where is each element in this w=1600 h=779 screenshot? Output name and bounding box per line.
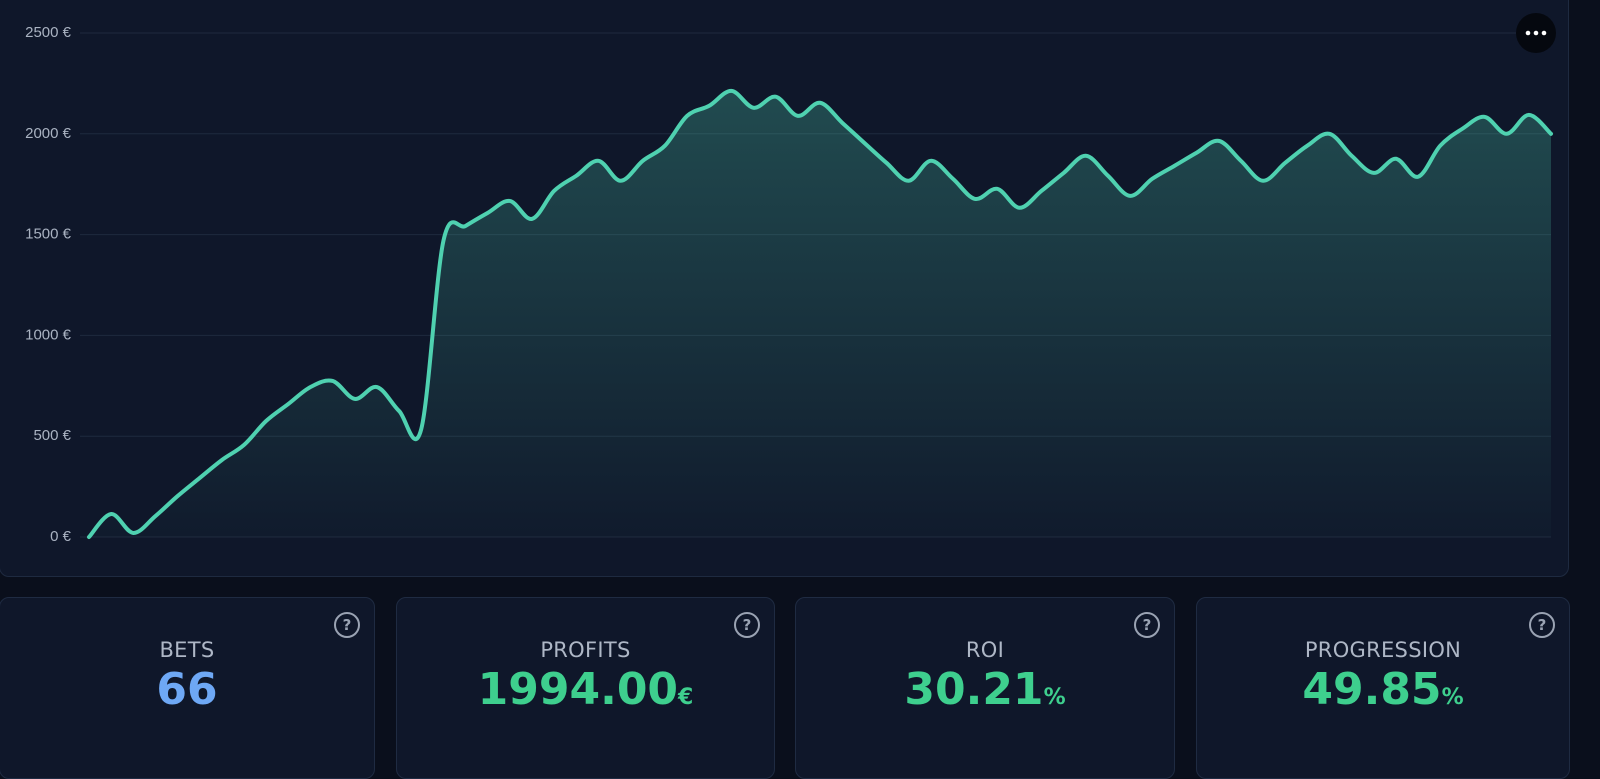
chart: 0 € 500 € 1000 € 1500 € 2000 € 2500 € — [25, 13, 1556, 545]
help-icon[interactable]: ? — [1529, 612, 1555, 638]
line — [87, 88, 1553, 539]
stat-value: 1994.00 — [477, 664, 679, 715]
stat-value: 49.85 — [1302, 664, 1442, 715]
stat-value-row: 66 — [0, 664, 374, 715]
stat-unit: % — [1441, 685, 1464, 710]
y-tick-label: 1500 € — [25, 226, 72, 243]
area — [89, 90, 1551, 537]
menu-dot — [1541, 30, 1547, 36]
stat-card: ? ROI 30.21% — [795, 597, 1175, 779]
stat-value-row: 49.85% — [1197, 664, 1569, 715]
stat-label: PROGRESSION — [1304, 638, 1462, 662]
stat-unit: % — [1043, 685, 1066, 710]
y-tick-label: 2500 € — [25, 24, 72, 41]
stat-card: ? PROGRESSION 49.85% — [1196, 597, 1570, 779]
stat-value-row: 1994.00€ — [397, 664, 774, 715]
y-tick-label: 0 € — [50, 528, 72, 545]
menu-dot — [1533, 30, 1539, 36]
y-tick-label: 1000 € — [25, 326, 72, 343]
stat-label: ROI — [965, 638, 1005, 662]
stat-label: BETS — [159, 638, 215, 662]
help-icon[interactable]: ? — [1134, 612, 1160, 638]
stat-card: ? BETS 66 — [0, 597, 375, 779]
stat-value-row: 30.21% — [796, 664, 1174, 715]
stat-label: PROFITS — [540, 638, 631, 662]
menu-dot — [1525, 30, 1531, 36]
help-icon[interactable]: ? — [734, 612, 760, 638]
stat-value: 30.21 — [904, 664, 1044, 715]
stat-card: ? PROFITS 1994.00€ — [396, 597, 775, 779]
chart-panel: 0 € 500 € 1000 € 1500 € 2000 € 2500 € — [0, 0, 1569, 577]
help-icon[interactable]: ? — [334, 612, 360, 638]
stat-unit: € — [678, 685, 694, 710]
y-tick-label: 500 € — [33, 427, 71, 444]
y-tick-label: 2000 € — [25, 125, 72, 142]
stat-value: 66 — [156, 664, 218, 715]
